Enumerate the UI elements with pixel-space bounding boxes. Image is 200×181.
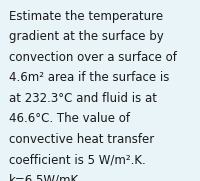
Text: convection over a surface of: convection over a surface of [9,51,177,64]
Text: coefficient is 5 W/m².K.: coefficient is 5 W/m².K. [9,153,146,166]
Text: gradient at the surface by: gradient at the surface by [9,30,164,43]
Text: 46.6°C. The value of: 46.6°C. The value of [9,112,130,125]
Text: Estimate the temperature: Estimate the temperature [9,10,163,23]
Text: 4.6m² area if the surface is: 4.6m² area if the surface is [9,71,169,84]
Text: convective heat transfer: convective heat transfer [9,133,154,146]
Text: k=6.5W/mK.: k=6.5W/mK. [9,174,83,181]
Text: at 232.3°C and fluid is at: at 232.3°C and fluid is at [9,92,157,105]
